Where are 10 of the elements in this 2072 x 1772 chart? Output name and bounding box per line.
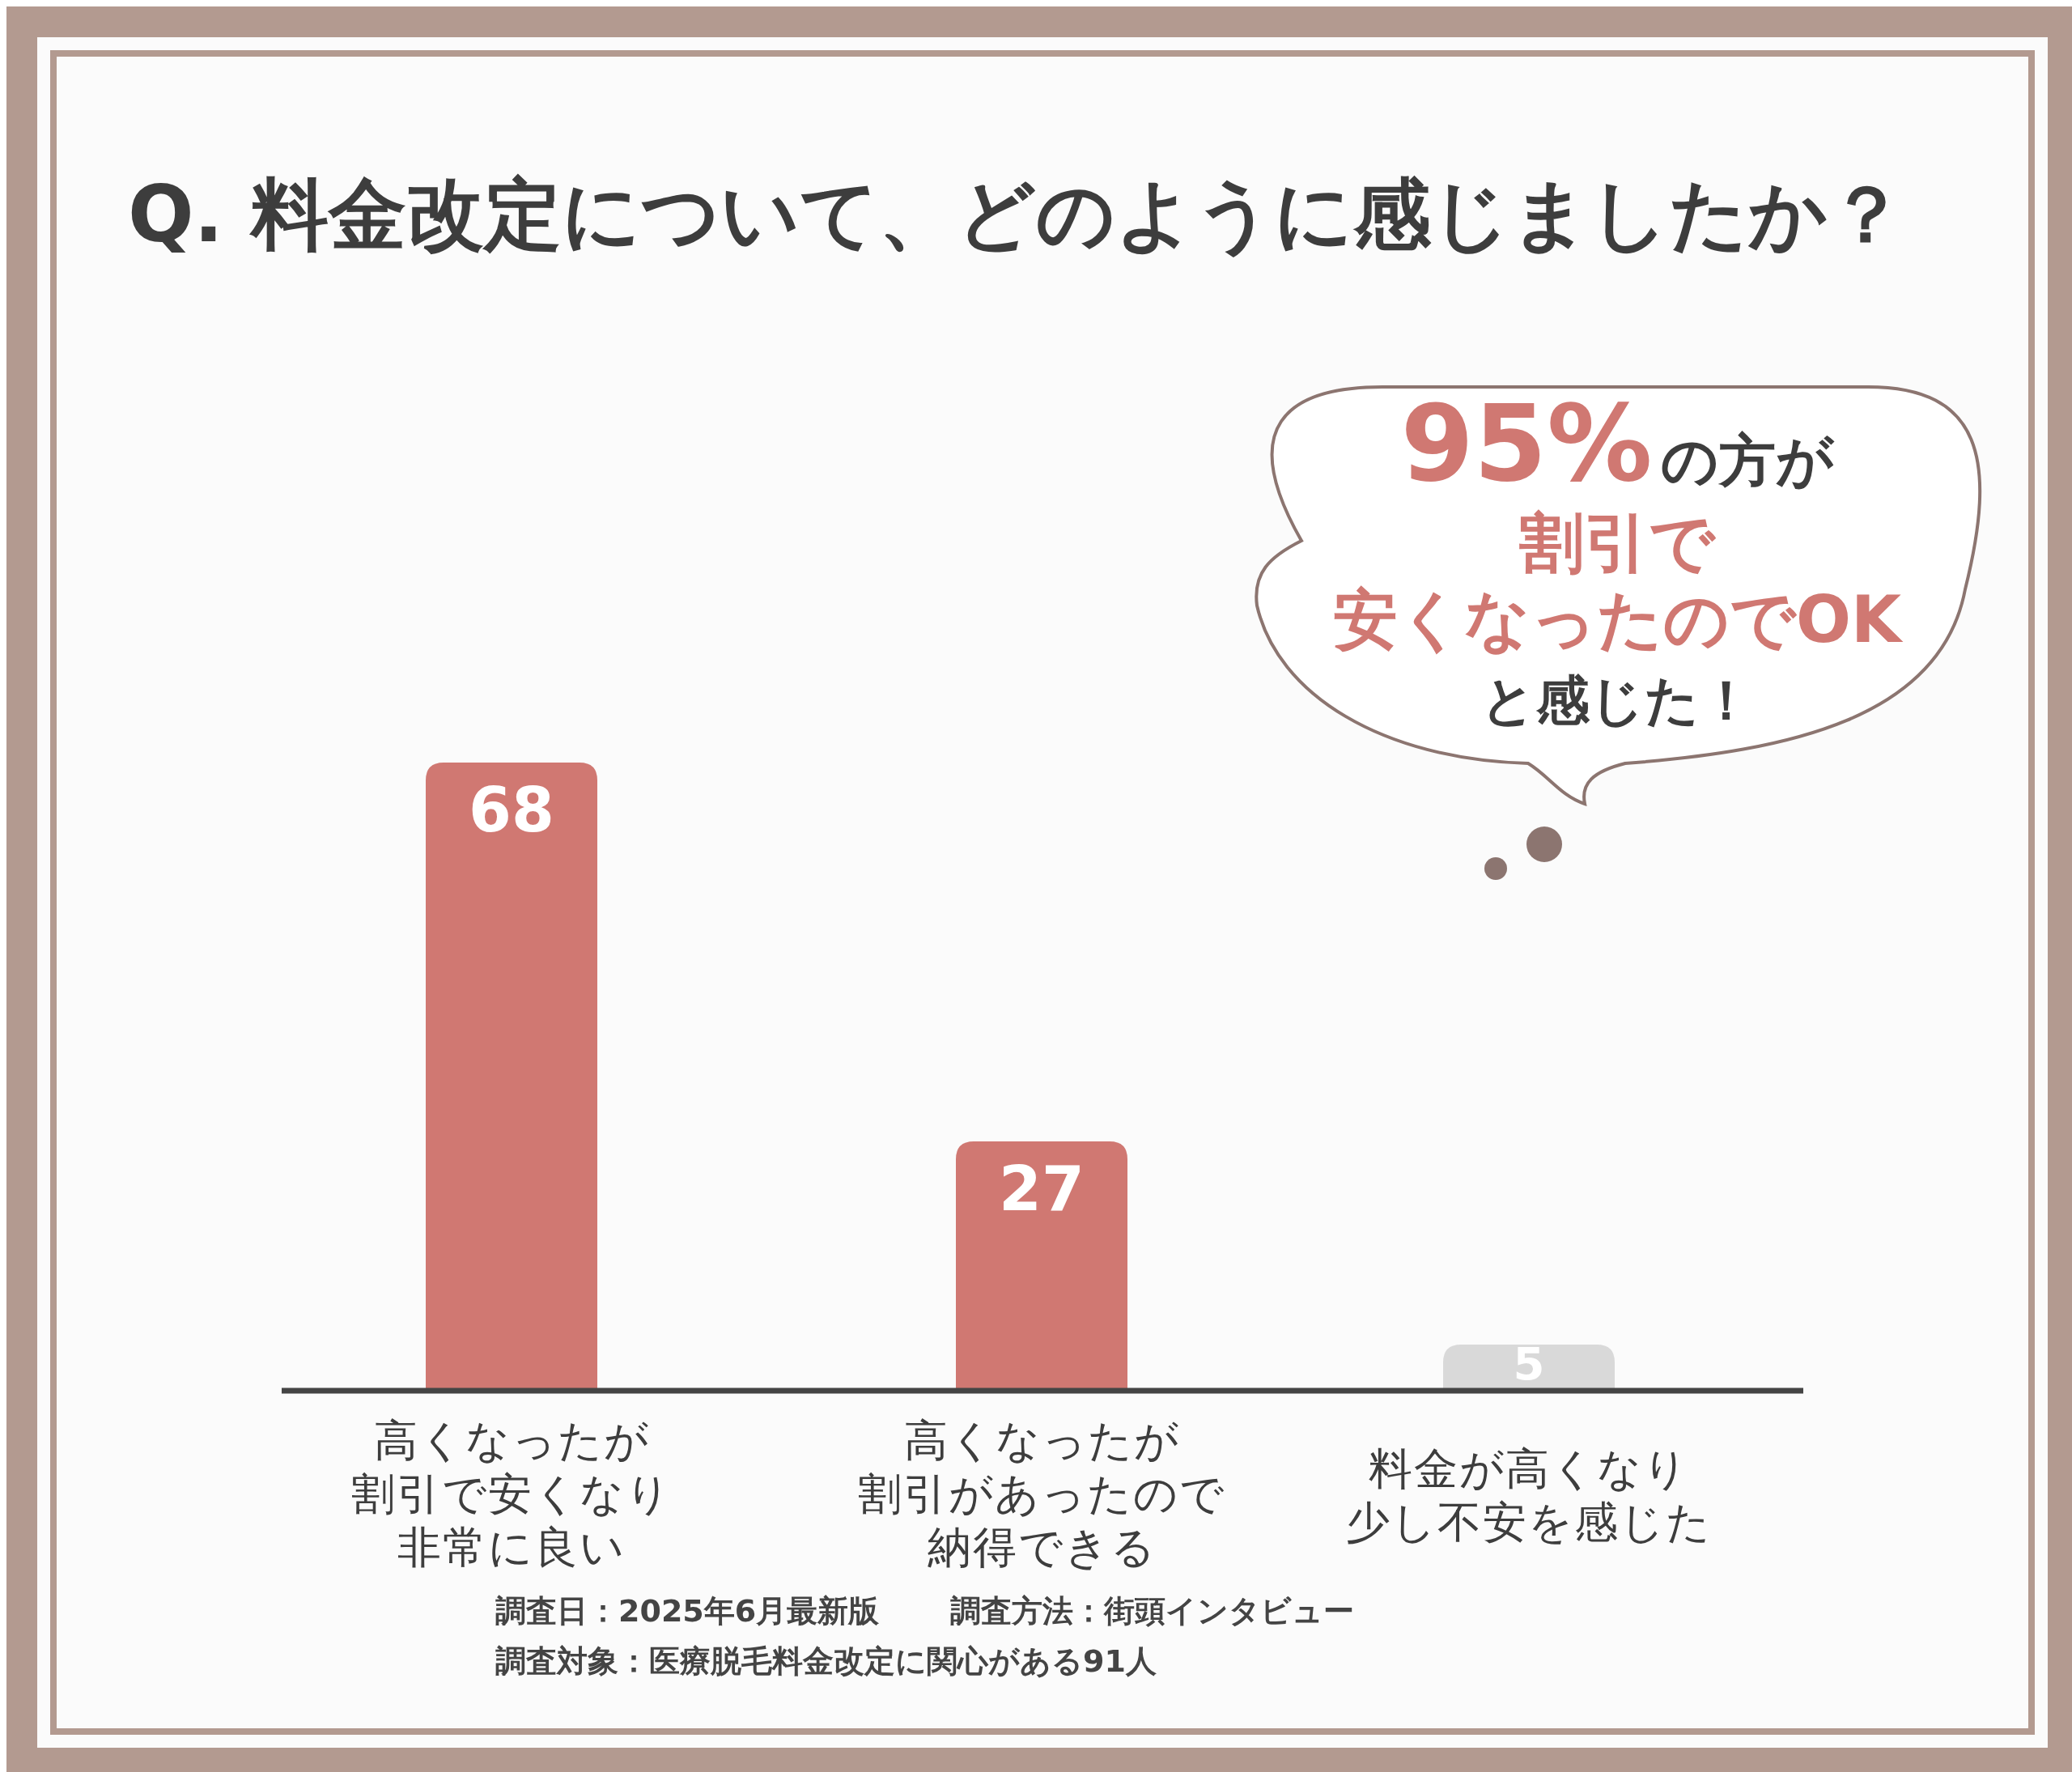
text: 調査方法：街頭インタビュー [950,1593,1354,1629]
x-tick-label: 高くなったが割引があったので納得できる [858,1415,1225,1573]
chart-title: Q. 料金改定について、どのように感じましたか？ [128,169,1905,260]
x-tick-label: 料金が高くなり少し不安を感じた [1346,1443,1712,1548]
text: 95%の方が割引で安くなったのでOKと感じた！ [1333,382,1904,732]
data-label: 68 [469,774,554,846]
text: 調査対象：医療脱毛料金改定に関心がある91人 [495,1643,1157,1679]
x-tick-label: 高くなったが割引で安くなり非常に良い [351,1415,672,1573]
text: 調査日：2025年6月最新版 [495,1593,881,1629]
data-label: 27 [999,1152,1085,1225]
